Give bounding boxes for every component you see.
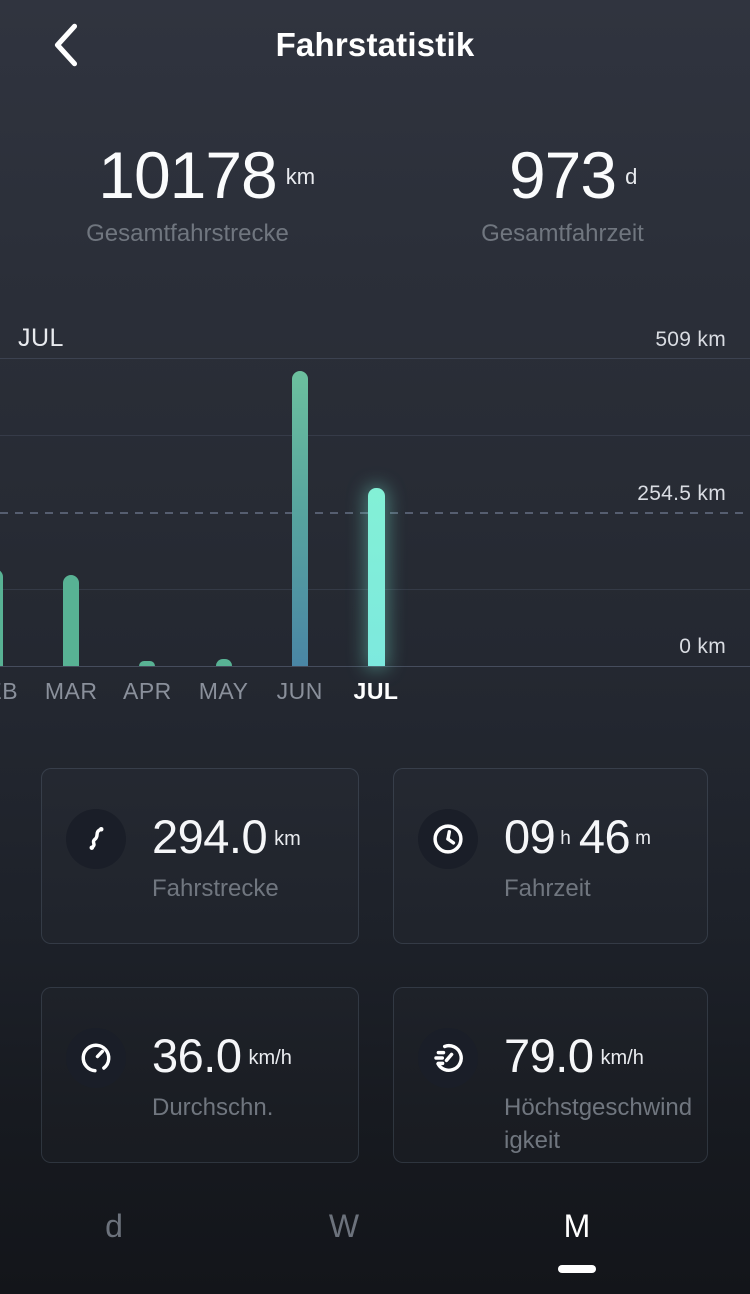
gridline-max bbox=[0, 358, 750, 359]
chevron-left-icon bbox=[49, 20, 83, 70]
card-value: 09 bbox=[504, 810, 556, 863]
month-label-jun[interactable]: JUN bbox=[276, 678, 323, 704]
tab-M[interactable]: M bbox=[558, 1206, 596, 1273]
card-content: 36.0 km/h Durchschn. bbox=[152, 1028, 348, 1124]
total-time-unit: d bbox=[625, 164, 638, 189]
total-distance-value: 10178 bbox=[98, 138, 278, 212]
card-label: Fahrstrecke bbox=[152, 875, 279, 902]
total-distance: 10178 km Gesamtfahrstrecke bbox=[0, 138, 375, 248]
card-value-row: 36.0 km/h bbox=[152, 1028, 348, 1084]
tab-label: d bbox=[105, 1208, 123, 1244]
total-time-label: Gesamtfahrzeit bbox=[481, 220, 644, 247]
card-value: 46 bbox=[578, 810, 631, 863]
bar-feb[interactable] bbox=[0, 569, 3, 666]
card-label: Durchschn. bbox=[152, 1094, 274, 1121]
speedometer-icon bbox=[78, 1040, 114, 1076]
card-value: 36.0 bbox=[152, 1029, 242, 1082]
month-label-may[interactable]: MAY bbox=[198, 678, 249, 704]
bar-jul[interactable] bbox=[367, 488, 385, 666]
total-time: 973 d Gesamtfahrzeit bbox=[375, 138, 750, 248]
clock-icon bbox=[430, 821, 466, 857]
bar-jun[interactable] bbox=[291, 371, 308, 666]
stat-card-h-chstgeschwindigkeit: 79.0 km/h Höchstgeschwindigkeit bbox=[393, 987, 708, 1163]
monthly-distance-chart: JUL 509 km 254.5 km 0 km FEB MAR APR MAY JUN… bbox=[0, 310, 750, 714]
total-distance-label: Gesamtfahrstrecke bbox=[86, 220, 289, 247]
axis-baseline bbox=[0, 666, 750, 667]
page-title: Fahrstatistik bbox=[275, 26, 475, 63]
card-label: Höchstgeschwindigkeit bbox=[504, 1094, 693, 1154]
card-content: 294.0 km Fahrstrecke bbox=[152, 809, 348, 905]
card-content: 79.0 km/h Höchstgeschwindigkeit bbox=[504, 1028, 697, 1157]
total-distance-value-wrap: 10178 km bbox=[98, 138, 315, 212]
card-value-row: 09 h 46 m bbox=[504, 809, 697, 865]
bar-mar[interactable] bbox=[63, 575, 80, 666]
tab-W[interactable]: W bbox=[329, 1206, 359, 1246]
tab-label: M bbox=[563, 1208, 591, 1244]
stat-card-fahrzeit: 09 h 46 m Fahrzeit bbox=[393, 768, 708, 944]
totals-row: 10178 km Gesamtfahrstrecke 973 d Gesamtfah… bbox=[0, 138, 750, 248]
month-label-mar[interactable]: MAR bbox=[44, 678, 98, 704]
card-value: 294.0 bbox=[152, 810, 268, 863]
card-icon-circle bbox=[418, 1028, 478, 1088]
tab-d[interactable]: d bbox=[105, 1206, 123, 1246]
total-time-value-wrap: 973 d bbox=[508, 138, 637, 212]
stat-cards-grid: 294.0 km Fahrstrecke 09 h 46 m Fahrzeit 36.0… bbox=[41, 768, 708, 1163]
bar-apr[interactable] bbox=[139, 661, 156, 666]
month-label-apr[interactable]: APR bbox=[122, 678, 172, 704]
card-unit: km/h bbox=[600, 1047, 644, 1069]
stat-card-fahrstrecke: 294.0 km Fahrstrecke bbox=[41, 768, 359, 944]
route-icon bbox=[78, 821, 114, 857]
header: Fahrstatistik bbox=[0, 0, 750, 90]
card-label: Fahrzeit bbox=[504, 875, 591, 902]
back-button[interactable] bbox=[42, 16, 90, 74]
card-content: 09 h 46 m Fahrzeit bbox=[504, 809, 697, 905]
card-value-row: 79.0 km/h bbox=[504, 1028, 697, 1084]
month-label-jul[interactable]: JUL bbox=[353, 678, 399, 704]
month-label-feb[interactable]: FEB bbox=[0, 678, 19, 704]
tab-selected-underline bbox=[558, 1265, 596, 1273]
card-icon-circle bbox=[66, 809, 126, 869]
card-icon-circle bbox=[66, 1028, 126, 1088]
ytick-mid: 254.5 km bbox=[637, 482, 726, 505]
stat-card-durchschn-: 36.0 km/h Durchschn. bbox=[41, 987, 359, 1163]
card-value: 79.0 bbox=[504, 1029, 594, 1082]
ytick-zero: 0 km bbox=[679, 635, 726, 658]
tab-label: W bbox=[328, 1208, 360, 1244]
card-unit: km/h bbox=[248, 1047, 292, 1069]
card-unit: m bbox=[635, 828, 651, 849]
chart-selected-month-label: JUL bbox=[18, 324, 64, 352]
ytick-max: 509 km bbox=[655, 328, 726, 351]
bar-may[interactable] bbox=[215, 659, 232, 666]
card-unit: h bbox=[560, 828, 571, 849]
gridline-75 bbox=[0, 435, 750, 436]
card-value-row: 294.0 km bbox=[152, 809, 348, 865]
total-time-value: 973 bbox=[508, 138, 617, 212]
card-icon-circle bbox=[418, 809, 478, 869]
total-distance-unit: km bbox=[285, 164, 316, 189]
max-speed-icon bbox=[430, 1040, 466, 1076]
card-unit: km bbox=[274, 828, 301, 850]
